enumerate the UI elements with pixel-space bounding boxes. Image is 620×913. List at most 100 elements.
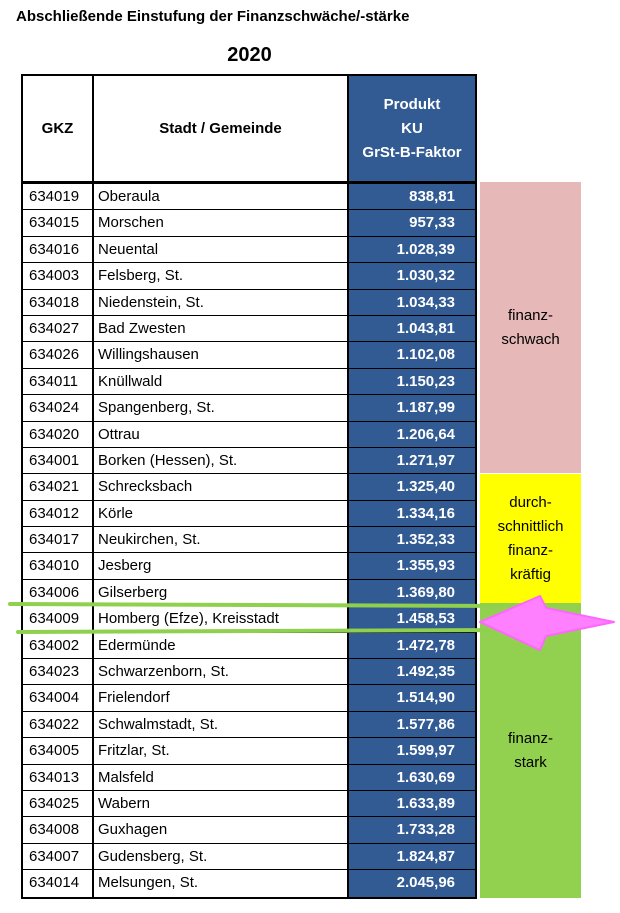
table-row: 634015 Morschen 957,33 bbox=[23, 210, 475, 237]
table-row: 634002 Edermünde 1.472,78 bbox=[23, 632, 475, 660]
table-row: 634023 Schwarzenborn, St. 1.492,35 bbox=[23, 659, 475, 686]
table-row: 634003 Felsberg, St. 1.030,32 bbox=[23, 263, 475, 290]
row-value: 1.824,87 bbox=[349, 843, 475, 870]
table-row: 634025 Wabern 1.633,89 bbox=[23, 790, 475, 818]
row-value: 1.028,39 bbox=[349, 236, 475, 263]
row-gkz: 634024 bbox=[23, 395, 94, 421]
row-gkz: 634008 bbox=[23, 817, 94, 843]
row-gkz: 634004 bbox=[23, 685, 94, 711]
row-value: 1.034,33 bbox=[349, 289, 475, 315]
table-row: 634027 Bad Zwesten 1.043,81 bbox=[23, 315, 475, 343]
band-label: schnittlich bbox=[497, 517, 564, 535]
row-gkz: 634019 bbox=[23, 184, 94, 210]
row-name: Guxhagen bbox=[94, 817, 349, 843]
table-row: 634014 Melsungen, St. 2.045,96 bbox=[23, 870, 475, 897]
row-value: 1.102,08 bbox=[349, 342, 475, 368]
row-value: 1.472,78 bbox=[349, 632, 475, 659]
row-value: 1.599,97 bbox=[349, 738, 475, 764]
row-gkz: 634017 bbox=[23, 527, 94, 553]
table-row: 634018 Niedenstein, St. 1.034,33 bbox=[23, 289, 475, 316]
row-name: Ottrau bbox=[94, 421, 349, 447]
row-name: Knüllwald bbox=[94, 368, 349, 395]
row-value: 1.030,32 bbox=[349, 263, 475, 289]
band-label: finanz- bbox=[507, 306, 554, 324]
row-name: Schwarzenborn, St. bbox=[94, 659, 349, 685]
row-value: 1.369,80 bbox=[349, 579, 475, 606]
header-gkz: GKZ bbox=[23, 76, 94, 181]
band-finanzschwach: finanz- schwach bbox=[480, 182, 581, 473]
row-name: Schwalmstadt, St. bbox=[94, 711, 349, 738]
table-row: 634004 Frielendorf 1.514,90 bbox=[23, 685, 475, 712]
header-produkt-line: KU bbox=[401, 119, 423, 137]
ranking-table: GKZ Stadt / Gemeinde Produkt KU GrSt-B-F… bbox=[21, 74, 477, 899]
row-value: 1.733,28 bbox=[349, 817, 475, 843]
row-name: Spangenberg, St. bbox=[94, 395, 349, 421]
band-label: finanz- bbox=[507, 729, 554, 747]
row-gkz: 634013 bbox=[23, 764, 94, 790]
row-name: Gudensberg, St. bbox=[94, 843, 349, 870]
row-gkz: 634026 bbox=[23, 342, 94, 368]
row-gkz: 634020 bbox=[23, 421, 94, 447]
table-row: 634005 Fritzlar, St. 1.599,97 bbox=[23, 738, 475, 765]
row-gkz: 634010 bbox=[23, 553, 94, 579]
header-produkt: Produkt KU GrSt-B-Faktor bbox=[349, 76, 475, 181]
table-row: 634021 Schrecksbach 1.325,40 bbox=[23, 474, 475, 501]
table-row: 634006 Gilserberg 1.369,80 bbox=[23, 579, 475, 607]
table-header: GKZ Stadt / Gemeinde Produkt KU GrSt-B-F… bbox=[23, 76, 475, 184]
row-name: Frielendorf bbox=[94, 685, 349, 711]
row-value: 957,33 bbox=[349, 210, 475, 236]
band-durchschnittlich: durch- schnittlich finanz- kräftig bbox=[480, 474, 581, 603]
row-value: 1.150,23 bbox=[349, 368, 475, 395]
table-row: 634017 Neukirchen, St. 1.352,33 bbox=[23, 527, 475, 554]
page-title: Abschließende Einstufung der Finanzschwä… bbox=[16, 8, 410, 25]
band-finanzstark: finanz- stark bbox=[480, 603, 581, 898]
row-value: 2.045,96 bbox=[349, 870, 475, 897]
row-gkz: 634016 bbox=[23, 236, 94, 263]
row-name: Edermünde bbox=[94, 632, 349, 659]
row-name: Schrecksbach bbox=[94, 474, 349, 500]
table-row: 634012 Körle 1.334,16 bbox=[23, 500, 475, 528]
table-row: 634016 Neuental 1.028,39 bbox=[23, 236, 475, 264]
row-name: Neuental bbox=[94, 236, 349, 263]
row-value: 1.514,90 bbox=[349, 685, 475, 711]
table-row: 634007 Gudensberg, St. 1.824,87 bbox=[23, 843, 475, 871]
row-value: 1.187,99 bbox=[349, 395, 475, 421]
table-row: 634026 Willingshausen 1.102,08 bbox=[23, 342, 475, 369]
row-gkz: 634022 bbox=[23, 711, 94, 738]
row-name: Willingshausen bbox=[94, 342, 349, 368]
row-value: 1.271,97 bbox=[349, 447, 475, 474]
table-row: 634010 Jesberg 1.355,93 bbox=[23, 553, 475, 580]
table-row: 634001 Borken (Hessen), St. 1.271,97 bbox=[23, 447, 475, 475]
row-gkz: 634005 bbox=[23, 738, 94, 764]
row-value: 1.325,40 bbox=[349, 474, 475, 500]
band-label: stark bbox=[514, 753, 547, 771]
table-row: 634008 Guxhagen 1.733,28 bbox=[23, 817, 475, 844]
row-name: Fritzlar, St. bbox=[94, 738, 349, 764]
row-gkz: 634012 bbox=[23, 500, 94, 527]
row-name: Neukirchen, St. bbox=[94, 527, 349, 553]
table-row: 634024 Spangenberg, St. 1.187,99 bbox=[23, 395, 475, 422]
row-value: 838,81 bbox=[349, 184, 475, 210]
table-row: 634019 Oberaula 838,81 bbox=[23, 184, 475, 211]
row-gkz: 634001 bbox=[23, 447, 94, 474]
table-row: 634011 Knüllwald 1.150,23 bbox=[23, 368, 475, 396]
row-name: Malsfeld bbox=[94, 764, 349, 790]
row-gkz: 634011 bbox=[23, 368, 94, 395]
row-name: Homberg (Efze), Kreisstadt bbox=[94, 606, 349, 632]
band-label: schwach bbox=[501, 330, 560, 348]
row-name: Niedenstein, St. bbox=[94, 289, 349, 315]
header-stadt: Stadt / Gemeinde bbox=[94, 76, 349, 181]
row-value: 1.352,33 bbox=[349, 527, 475, 553]
row-name: Wabern bbox=[94, 790, 349, 817]
row-gkz: 634007 bbox=[23, 843, 94, 870]
row-name: Morschen bbox=[94, 210, 349, 236]
row-value: 1.492,35 bbox=[349, 659, 475, 685]
row-value: 1.630,69 bbox=[349, 764, 475, 790]
band-label: kräftig bbox=[510, 565, 551, 583]
row-value: 1.577,86 bbox=[349, 711, 475, 738]
row-name: Bad Zwesten bbox=[94, 315, 349, 342]
row-value: 1.334,16 bbox=[349, 500, 475, 527]
band-label: finanz- bbox=[507, 541, 554, 559]
row-gkz: 634014 bbox=[23, 870, 94, 897]
row-gkz: 634018 bbox=[23, 289, 94, 315]
